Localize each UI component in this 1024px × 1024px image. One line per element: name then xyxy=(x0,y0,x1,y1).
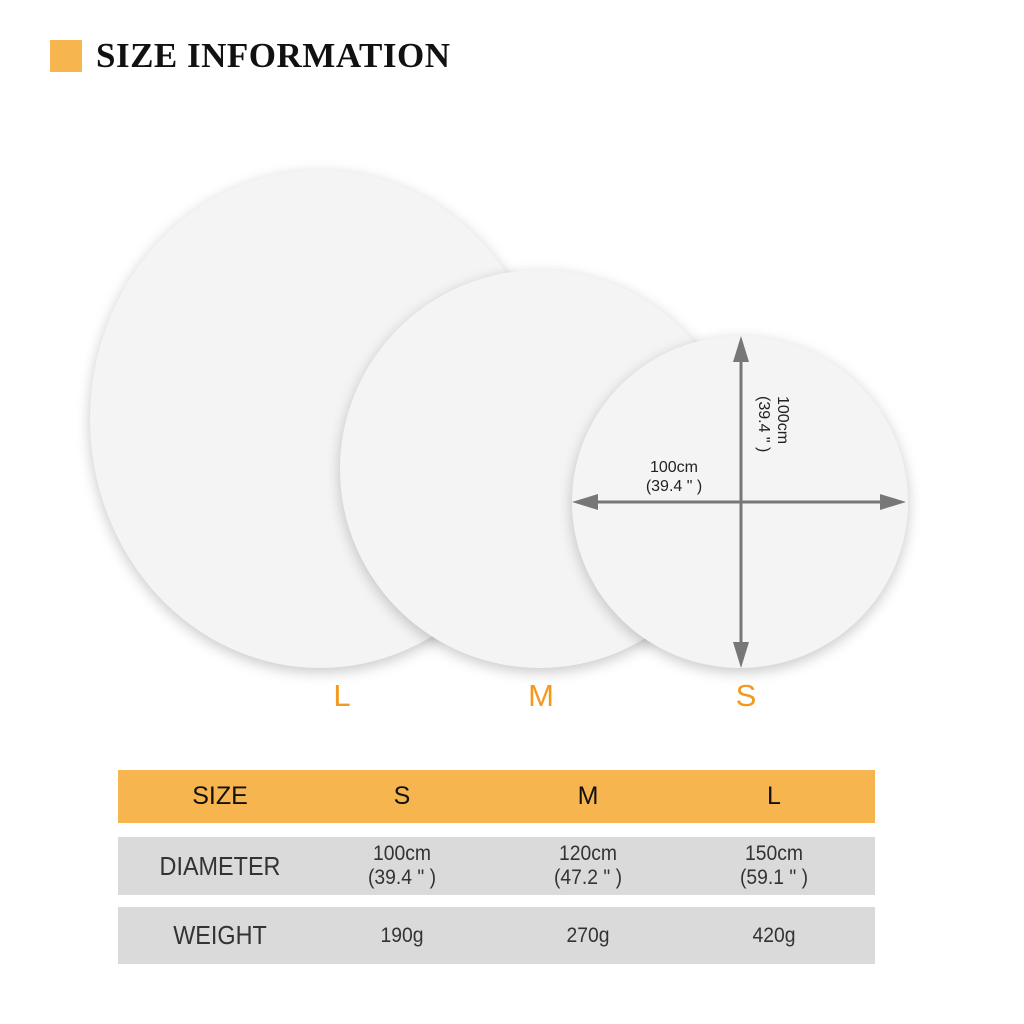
table-header: SIZE S M L xyxy=(118,770,875,823)
vertical-inch: (39.4 " ) xyxy=(755,396,772,453)
horizontal-dimension-label: 100cm (39.4 " ) xyxy=(636,458,712,496)
row-label: DIAMETER xyxy=(159,850,281,881)
header-size: SIZE xyxy=(192,782,248,810)
diameter-l: 150cm (59.1 " ) xyxy=(739,842,809,889)
weight-m: 270g xyxy=(566,923,610,947)
header-s: S xyxy=(393,782,411,810)
horizontal-cm: 100cm xyxy=(649,459,699,476)
row-label: WEIGHT xyxy=(173,920,267,950)
header-m: M xyxy=(577,782,599,810)
vertical-dimension-label: 100cm (39.4 " ) xyxy=(754,396,792,472)
table-row-diameter: DIAMETER 100cm (39.4 " ) 120cm (47.2 " ) 1… xyxy=(118,837,875,895)
header-l: L xyxy=(767,782,781,810)
circle-label-s: S xyxy=(735,678,757,713)
weight-l: 420g xyxy=(752,923,796,947)
table-row-weight: WEIGHT 190g 270g 420g xyxy=(118,907,875,964)
weight-s: 190g xyxy=(380,923,424,947)
diameter-m: 120cm (47.2 " ) xyxy=(553,842,623,889)
title-accent-square xyxy=(50,40,82,72)
diameter-s: 100cm (39.4 " ) xyxy=(367,842,437,889)
page-title: SIZE INFORMATION xyxy=(96,36,451,75)
circle-label-m: M xyxy=(528,678,554,713)
vertical-cm: 100cm xyxy=(774,396,791,445)
horizontal-inch: (39.4 " ) xyxy=(645,478,703,495)
circle-label-l: L xyxy=(333,678,351,713)
